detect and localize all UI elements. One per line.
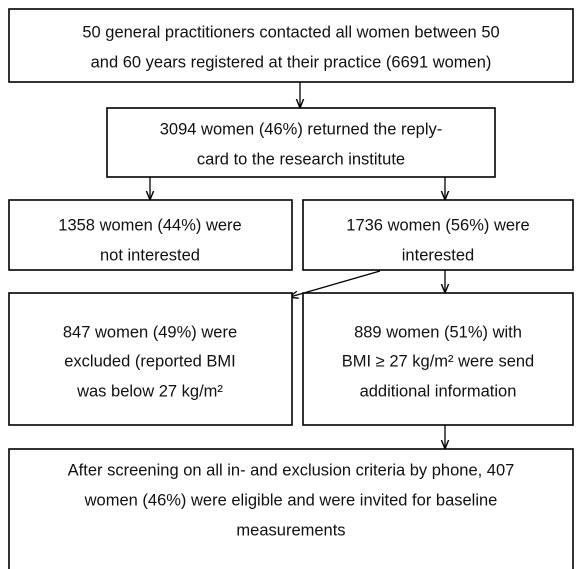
box-text: not interested (100, 246, 200, 264)
box-text: was below 27 kg/m² (76, 382, 223, 400)
box (8, 292, 293, 426)
box-text: 3094 women (46%) returned the reply- (160, 120, 442, 138)
box-text: 1736 women (56%) were (346, 216, 529, 234)
box-text: and 60 years registered at their practic… (91, 53, 492, 71)
box-text: BMI ≥ 27 kg/m² were send (342, 352, 534, 370)
box-text: women (46%) were eligible and were invit… (84, 491, 498, 509)
box (8, 199, 293, 271)
box (8, 8, 574, 83)
box (8, 448, 574, 569)
box-text: 50 general practitioners contacted all w… (82, 23, 499, 41)
box (302, 199, 574, 271)
box-text: 1358 women (44%) were (58, 216, 241, 234)
box-text: 889 women (51%) with (354, 323, 522, 341)
box-text: 847 women (49%) were (63, 323, 237, 341)
box-text: measurements (236, 521, 345, 539)
box-text: After screening on all in- and exclusion… (68, 461, 515, 479)
box-text: excluded (reported BMI (64, 352, 236, 370)
box-text: card to the research institute (197, 150, 405, 168)
box-text: interested (402, 246, 474, 264)
box (106, 107, 496, 178)
box (302, 292, 574, 426)
box-text: additional information (360, 382, 517, 400)
